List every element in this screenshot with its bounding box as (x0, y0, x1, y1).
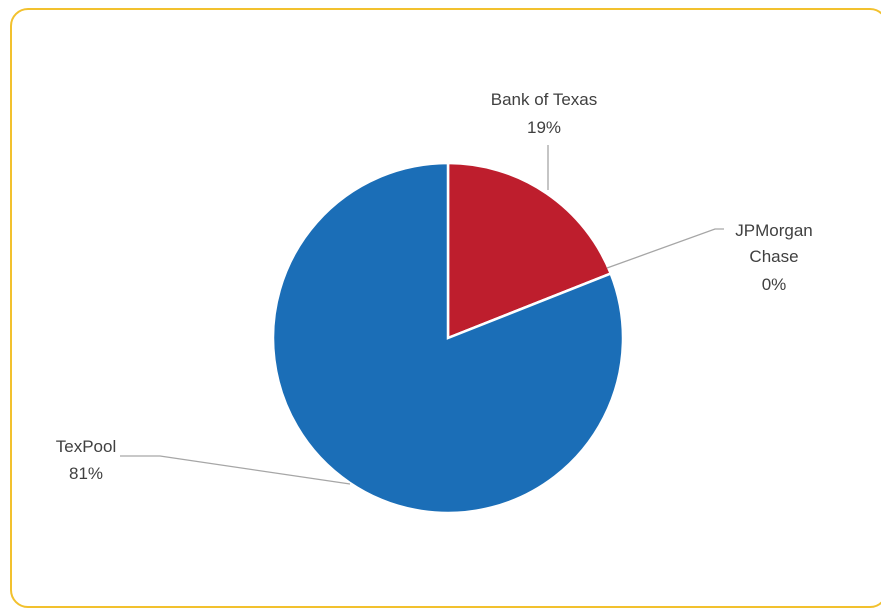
leader-line-texpool (120, 455, 351, 485)
label-jpmorgan-chase-name-1: JPMorgan (735, 221, 812, 240)
leader-line-jpmorgan-chase (606, 228, 724, 269)
label-bank-of-texas-pct: 19% (527, 118, 561, 137)
label-jpmorgan-chase-name-2: Chase (749, 247, 798, 266)
label-texpool-pct: 81% (69, 464, 103, 483)
label-jpmorgan-chase-pct: 0% (762, 275, 787, 294)
label-bank-of-texas-name: Bank of Texas (491, 90, 597, 109)
pie-slice-bank-of-texas (446, 161, 613, 340)
pie-slice-texpool (271, 161, 625, 515)
label-texpool-name: TexPool (56, 437, 116, 456)
pie-slices (271, 161, 625, 515)
pie-chart: Bank of Texas 19% JPMorgan Chase 0% TexP… (56, 90, 813, 515)
